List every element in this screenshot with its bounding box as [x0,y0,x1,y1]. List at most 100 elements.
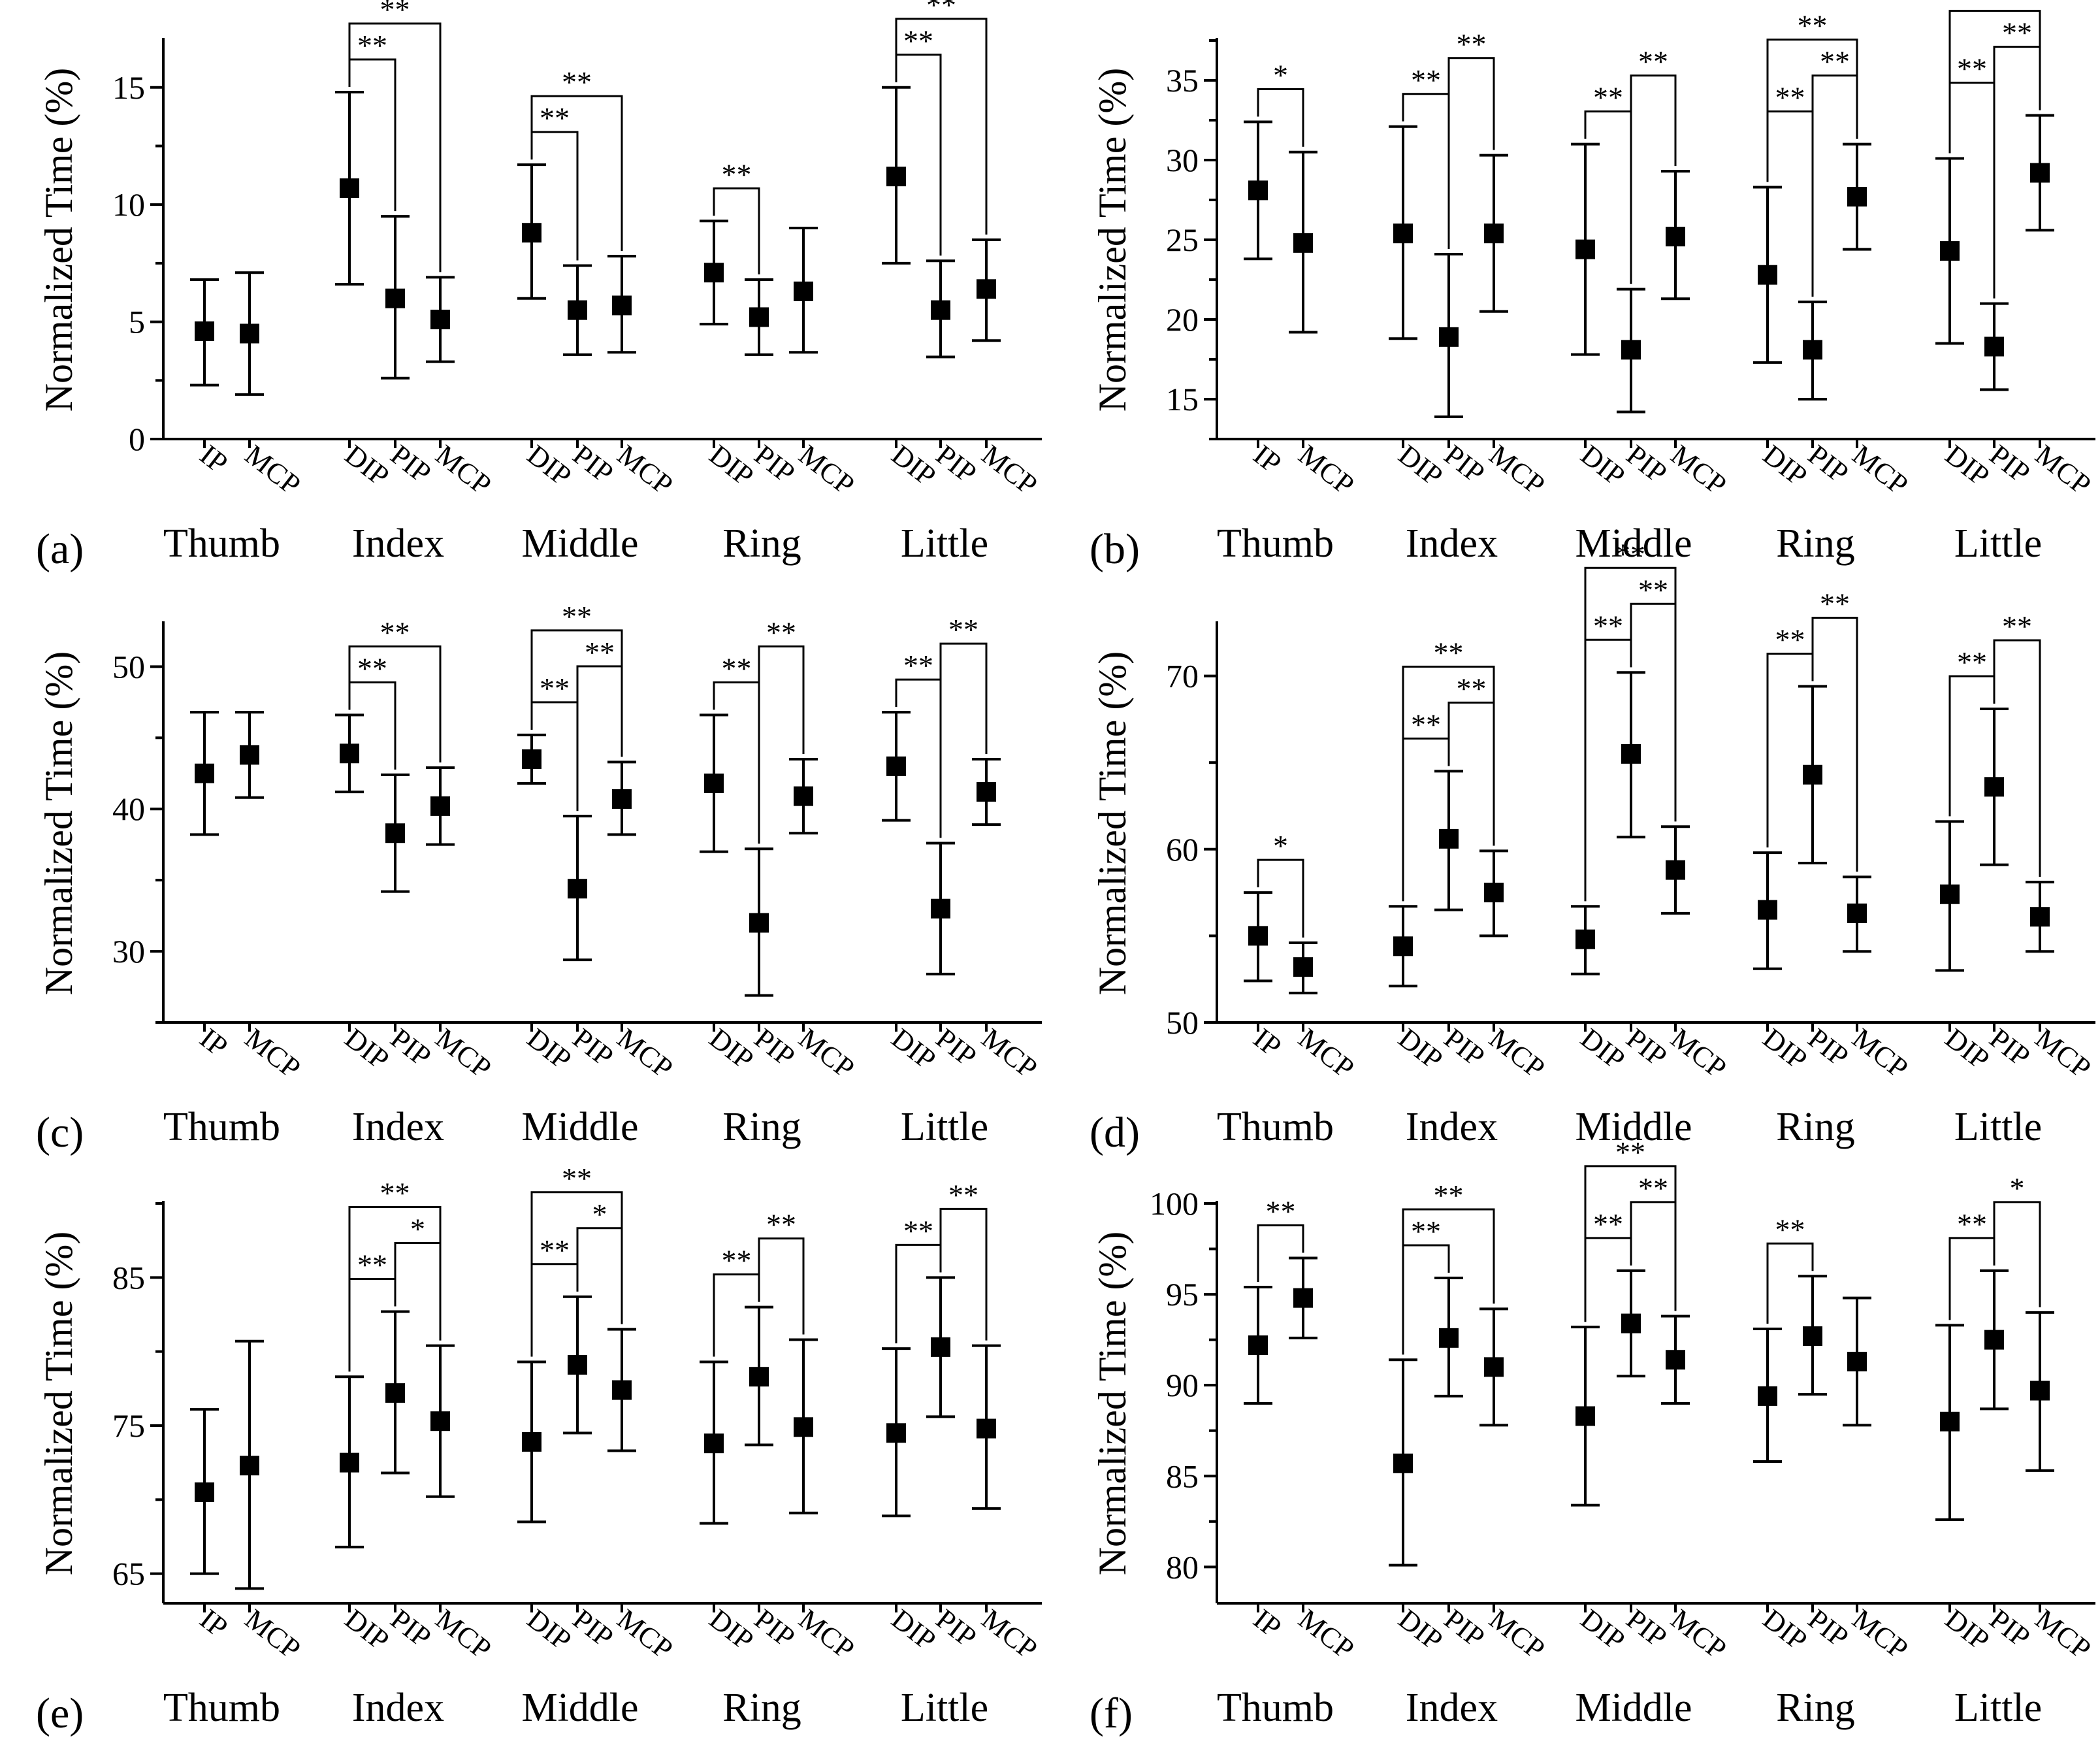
significance-label: ** [380,615,410,649]
significance-bracket [1811,74,1858,297]
significance-label: ** [1411,708,1441,741]
x-tick-label: DIP [1575,1022,1631,1075]
x-tick-label: PIP [1802,1022,1854,1073]
mean-marker [1621,744,1641,764]
significance-bracket [1447,57,1495,249]
y-tick-label: 95 [1166,1276,1199,1313]
x-tick-label: IP [194,1022,234,1063]
significance-label: ** [903,649,933,682]
mean-marker [1940,241,1960,261]
x-tick-label: PIP [749,1603,801,1654]
mean-marker [430,310,450,329]
significance-label: ** [1266,1194,1296,1228]
x-tick-label: PIP [1438,438,1491,489]
significance-bracket [530,95,623,252]
mean-marker [1248,180,1268,201]
significance-bracket [1584,1165,1677,1322]
mean-marker [977,1418,996,1439]
significance-bracket [1766,1242,1814,1324]
significance-label: ** [1775,81,1805,114]
significance-bracket [1584,1237,1632,1322]
y-tick-label: 90 [1166,1367,1199,1403]
group-label: Middle [1575,1105,1692,1149]
mean-marker [340,744,359,764]
mean-marker [612,1380,632,1400]
panel-letter: (e) [36,1690,84,1737]
mean-marker [1575,929,1595,949]
mean-marker [886,1423,906,1443]
significance-bracket [1257,858,1304,938]
mean-marker [568,1355,587,1375]
significance-label: ** [1593,609,1623,642]
significance-bracket [1257,1224,1304,1282]
x-tick-label: PIP [930,1603,982,1654]
significance-label: ** [1638,573,1668,606]
significance-bracket [939,642,988,838]
y-tick-label: 75 [112,1407,145,1444]
significance-label: ** [1798,9,1828,42]
mean-marker [385,288,405,308]
group-label: Ring [1776,1686,1855,1730]
significance-bracket [1402,1208,1495,1355]
group-label: Thumb [163,1105,280,1149]
mean-marker [1293,957,1313,977]
significance-label: ** [903,1214,933,1247]
y-tick-label: 50 [1166,1004,1199,1041]
x-tick-label: PIP [1802,1603,1854,1654]
significance-bracket [1811,616,1858,872]
significance-label: ** [1457,672,1487,705]
mean-marker [240,745,259,765]
significance-label: ** [1957,646,1987,679]
mean-marker [385,1383,405,1403]
mean-marker [931,300,950,320]
significance-bracket [713,1273,760,1357]
mean-marker [1758,1386,1777,1406]
group-label: Ring [1776,521,1855,566]
significance-bracket [1766,39,1858,182]
significance-label: ** [1593,81,1623,114]
mean-marker [1758,265,1777,285]
panel-letter: (c) [36,1109,84,1156]
mean-marker [522,223,541,243]
significance-bracket [348,645,442,763]
x-tick-label: IP [1248,1022,1287,1063]
x-tick-label: DIP [521,438,577,492]
significance-label: ** [1615,537,1645,570]
significance-label: ** [948,613,978,646]
y-tick-label: 0 [129,421,145,457]
x-tick-label: PIP [1621,1022,1673,1073]
mean-marker [794,786,813,806]
group-label: Thumb [1217,1686,1334,1730]
group-label: Thumb [1217,1105,1334,1149]
mean-marker [1984,336,2004,357]
significance-bracket [713,187,760,274]
mean-marker [1621,1313,1641,1333]
x-tick-label: PIP [1984,1603,2036,1654]
mean-marker [430,1411,450,1431]
significance-label: ** [357,651,387,685]
mean-marker [340,1452,359,1473]
significance-bracket [576,665,623,811]
mean-marker [749,1367,769,1387]
panel-letter: (b) [1090,525,1140,573]
x-tick-label: IP [1248,1603,1287,1644]
group-label: Middle [1575,1686,1692,1730]
mean-marker [1758,900,1777,920]
mean-marker [195,1482,214,1502]
significance-label: * [592,1198,607,1231]
x-tick-label: IP [194,438,234,480]
mean-marker [522,749,541,769]
mean-marker [1803,1326,1822,1347]
significance-bracket [758,1237,805,1335]
group-label: Ring [722,521,801,566]
mean-marker [522,1431,541,1452]
significance-bracket [348,1277,396,1372]
mean-marker [1484,883,1504,903]
significance-bracket [1257,88,1304,147]
x-tick-label: PIP [567,1603,619,1654]
significance-label: * [410,1212,425,1245]
mean-marker [2030,163,2050,183]
